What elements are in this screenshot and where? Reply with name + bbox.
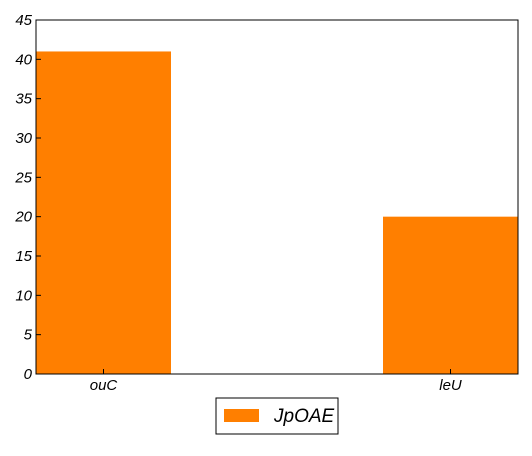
bar-ouC xyxy=(36,51,171,374)
y-tick-label: 40 xyxy=(15,51,32,68)
x-tick-label: ouC xyxy=(90,377,118,394)
y-tick-label: 15 xyxy=(15,248,32,265)
y-tick-label: 5 xyxy=(24,327,33,344)
bars xyxy=(36,51,518,374)
x-axis: ouC leU xyxy=(90,369,462,394)
y-tick-label: 35 xyxy=(15,91,32,108)
plot-area-frame xyxy=(35,19,519,375)
x-tick-label: leU xyxy=(439,377,462,394)
legend-label: JpOAE xyxy=(273,406,335,427)
y-tick-label: 30 xyxy=(15,130,32,147)
y-axis: 0 5 10 15 20 25 30 35 40 45 xyxy=(14,12,41,383)
legend-swatch xyxy=(224,409,259,422)
y-tick-label: 0 xyxy=(24,366,33,383)
y-tick-label: 45 xyxy=(15,12,32,29)
y-tick-label: 20 xyxy=(14,209,32,226)
bar-leU xyxy=(383,216,518,374)
y-tick-label: 25 xyxy=(14,169,32,186)
y-tick-label: 10 xyxy=(15,287,32,304)
legend: JpOAE xyxy=(215,397,339,435)
